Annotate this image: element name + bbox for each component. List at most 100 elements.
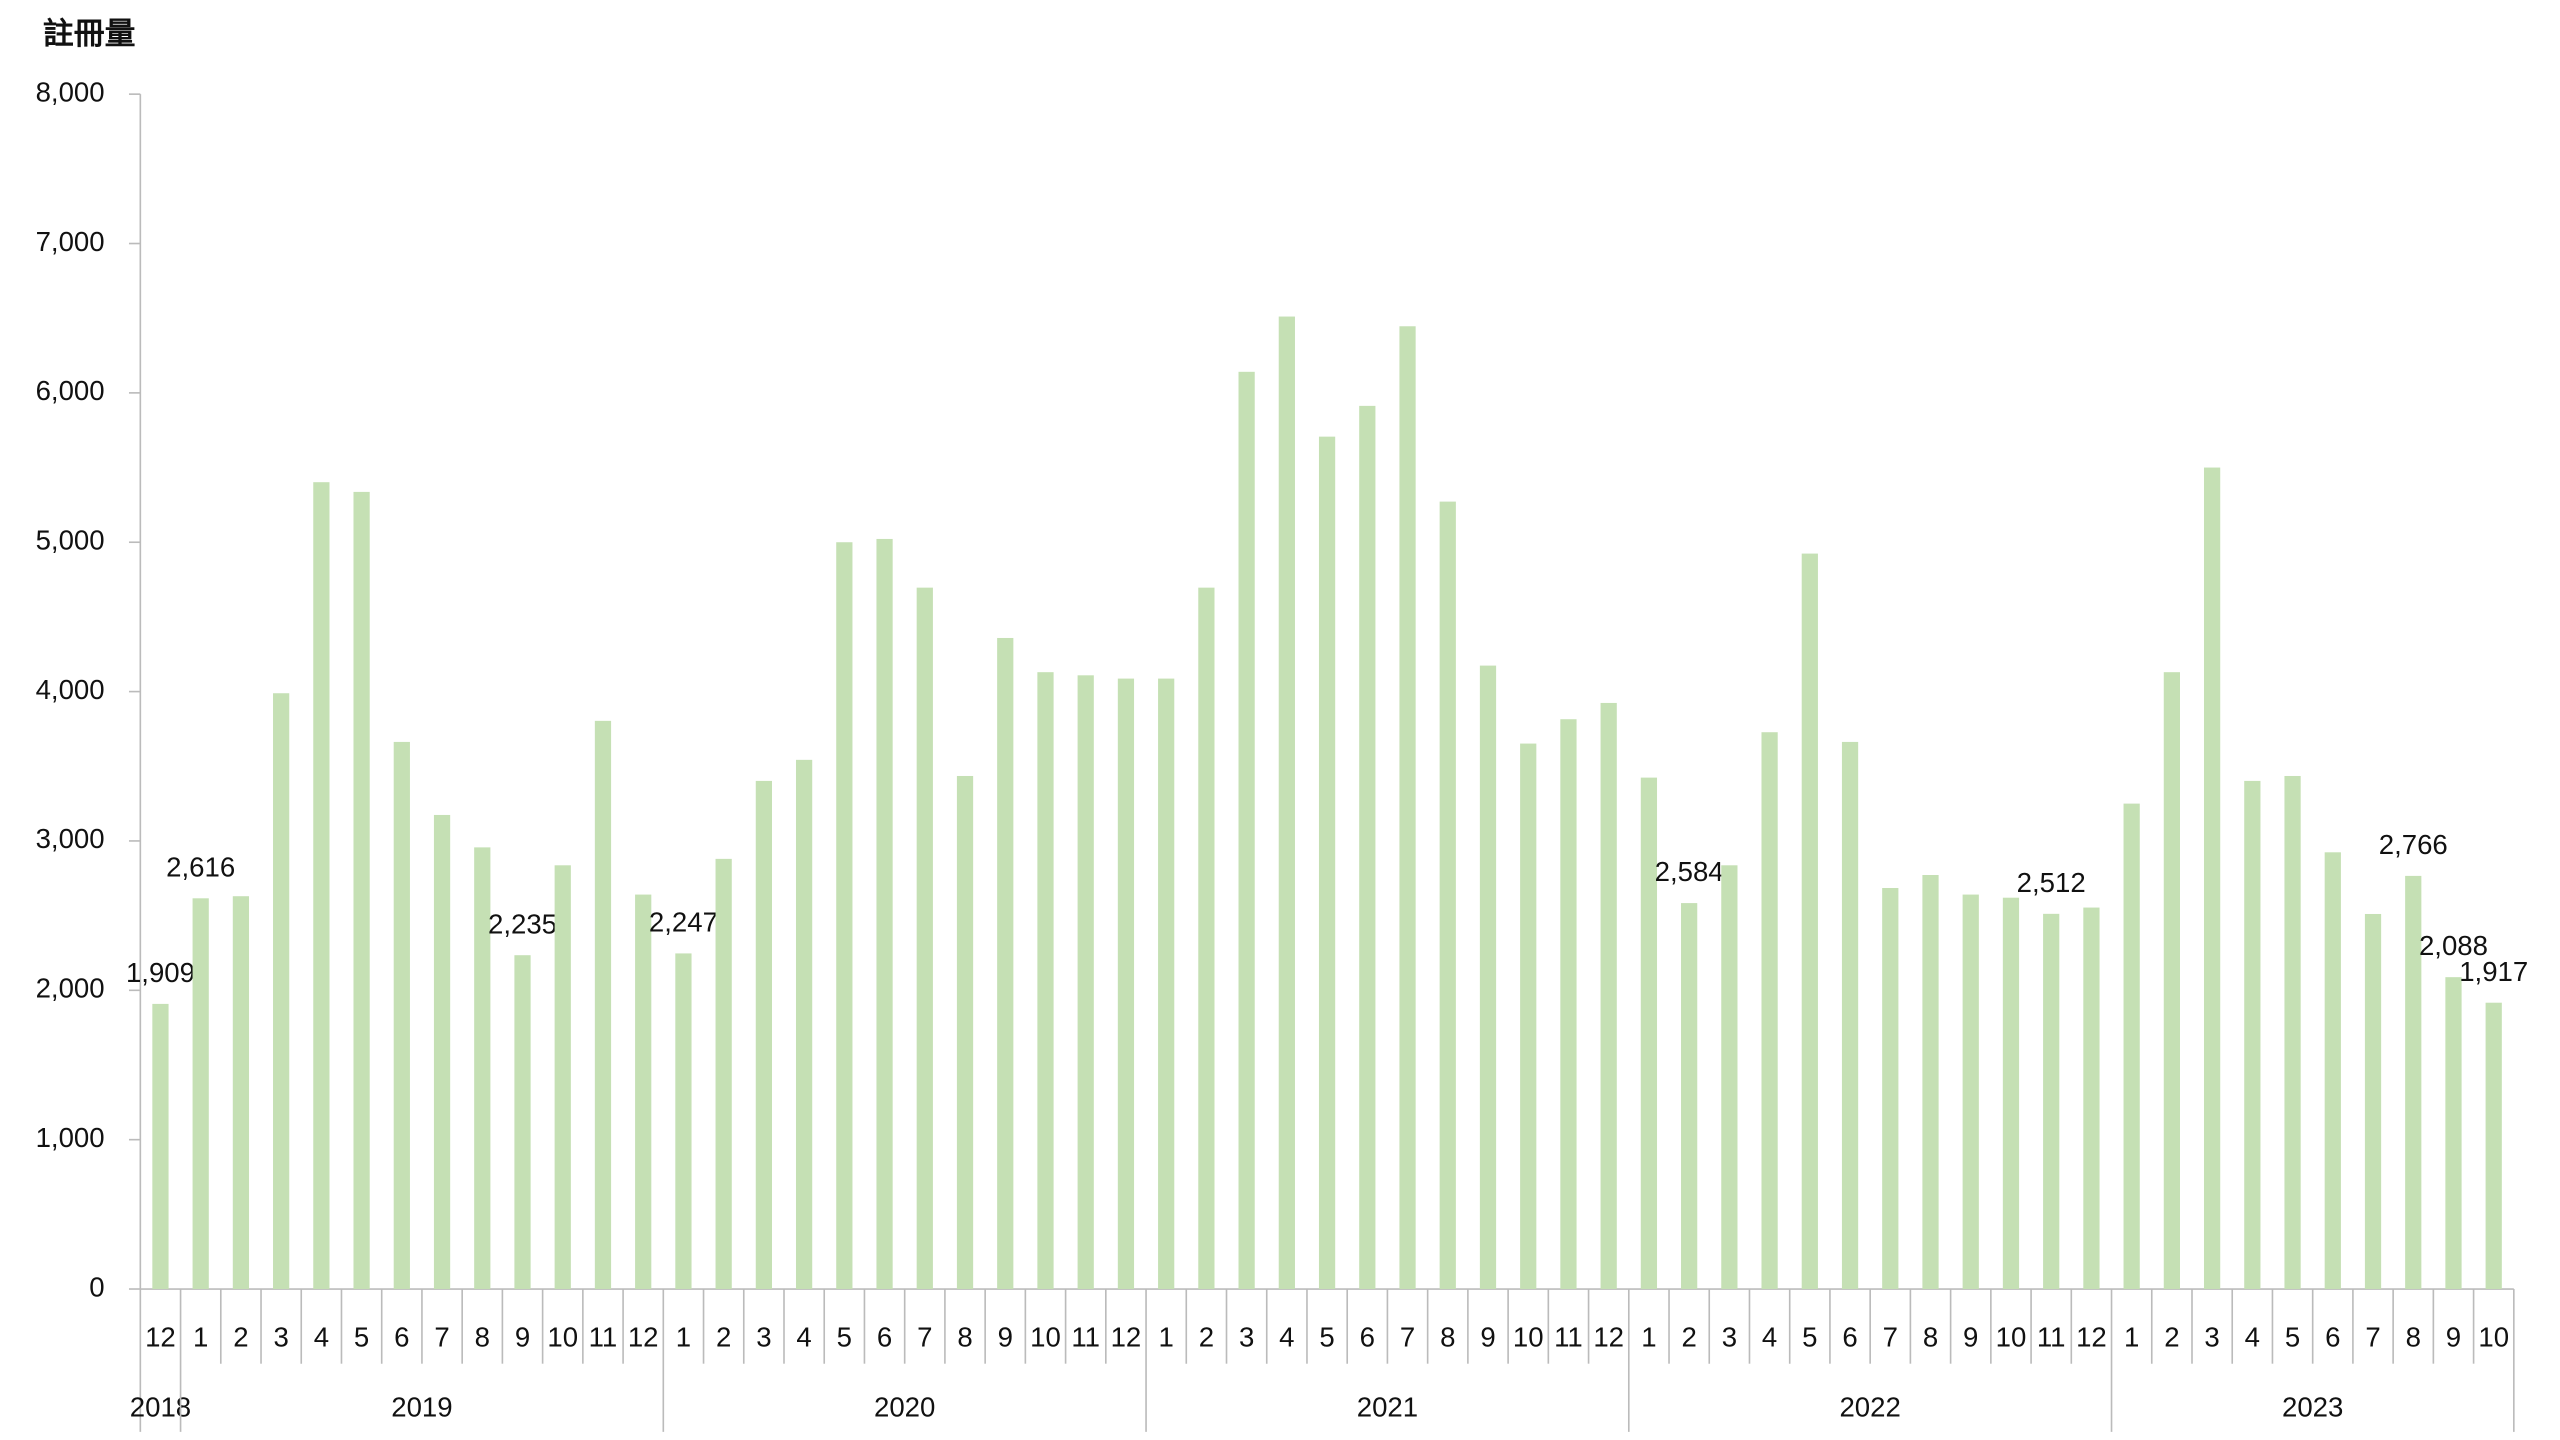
x-tick-label: 12 [628,1322,659,1353]
bar [1318,436,1336,1290]
bar [1077,675,1094,1290]
bar [1520,743,1537,1290]
bar [1479,665,1497,1290]
y-tick-label: 8,000 [36,76,105,107]
bar [916,587,933,1290]
y-tick-label: 5,000 [36,525,105,556]
x-tick-label: 10 [1030,1322,1061,1353]
bar [1560,719,1577,1290]
x-tick-label: 11 [1554,1322,1583,1353]
data-label: 2,247 [649,906,718,937]
x-tick-label: 6 [877,1322,892,1353]
x-tick-label: 8 [1440,1322,1455,1353]
bar [1922,875,1939,1290]
y-axis-title: 註冊量 [43,16,136,51]
bar [1801,553,1818,1290]
bar [232,896,250,1290]
bar [1841,741,1859,1290]
data-label: 2,584 [1655,856,1724,887]
x-tick-label: 11 [589,1322,618,1353]
bar [715,858,732,1290]
bar [1198,587,1215,1290]
bar [876,538,893,1290]
bar [675,953,692,1290]
x-tick-label: 9 [2446,1322,2461,1353]
group-label: 2018 [130,1391,191,1422]
x-tick-label: 3 [1239,1322,1254,1353]
bar [2163,672,2180,1290]
x-tick-label: 4 [1279,1322,1294,1353]
bar [2324,852,2341,1290]
x-tick-label: 6 [1360,1322,1375,1353]
bar [956,775,974,1290]
x-tick-label: 4 [314,1322,329,1353]
group-label: 2022 [1839,1391,1900,1422]
x-tick-label: 7 [1883,1322,1898,1353]
x-tick-label: 4 [1762,1322,1777,1353]
y-tick-label: 3,000 [36,823,105,854]
bar [2002,897,2020,1290]
x-tick-label: 9 [515,1322,530,1353]
group-label: 2023 [2282,1391,2343,1422]
x-tick-label: 12 [1593,1322,1624,1353]
x-tick-label: 3 [2204,1322,2219,1353]
y-tick-label: 0 [89,1271,104,1302]
data-label: 1,909 [126,957,195,988]
bar [1238,371,1255,1290]
x-tick-label: 12 [1111,1322,1142,1353]
bar [313,482,330,1290]
bar [2083,907,2100,1290]
bar [273,693,290,1290]
bar [474,847,491,1290]
x-tick-label: 6 [2325,1322,2340,1353]
bar [1761,732,1778,1290]
x-tick-label: 5 [354,1322,369,1353]
x-tick-label: 12 [2076,1322,2107,1353]
x-tick-label: 5 [1802,1322,1817,1353]
x-tick-label: 11 [1071,1322,1100,1353]
x-tick-label: 2 [1681,1322,1696,1353]
data-label: 1,917 [2459,956,2528,987]
x-tick-label: 7 [2365,1322,2380,1353]
x-tick-label: 1 [676,1322,691,1353]
bar [554,865,571,1290]
x-tick-label: 6 [1842,1322,1857,1353]
x-tick-label: 8 [957,1322,972,1353]
x-tick-label: 5 [2285,1322,2300,1353]
bar [1158,678,1175,1290]
data-label: 2,088 [2419,930,2488,961]
bar [2203,467,2221,1290]
bar [514,955,531,1290]
bar [2043,913,2060,1290]
bar [1037,672,1054,1290]
x-tick-label: 1 [1641,1322,1656,1353]
bar [152,1003,169,1290]
bar [635,894,652,1290]
x-tick-label: 2 [716,1322,731,1353]
bar [1439,501,1456,1290]
x-tick-label: 10 [2478,1322,2509,1353]
data-label: 2,235 [488,908,557,939]
x-tick-label: 7 [1400,1322,1415,1353]
x-tick-label: 3 [273,1322,288,1353]
bar [836,542,853,1290]
y-tick-label: 2,000 [36,973,105,1004]
x-tick-label: 10 [1996,1322,2027,1353]
bar [1681,903,1698,1290]
x-tick-label: 1 [193,1322,208,1353]
x-tick-label: 12 [145,1322,176,1353]
bar [393,741,410,1290]
bar [2364,913,2382,1290]
group-label: 2020 [874,1391,935,1422]
y-tick-label: 4,000 [36,674,105,705]
x-tick-label: 8 [1923,1322,1938,1353]
data-label: 2,512 [2017,867,2086,898]
x-tick-label: 8 [2406,1322,2421,1353]
x-tick-label: 3 [1722,1322,1737,1353]
x-tick-label: 10 [1513,1322,1544,1353]
bar [997,637,1014,1290]
bar [1600,702,1617,1290]
x-tick-label: 2 [2164,1322,2179,1353]
x-tick-label: 9 [998,1322,1013,1353]
